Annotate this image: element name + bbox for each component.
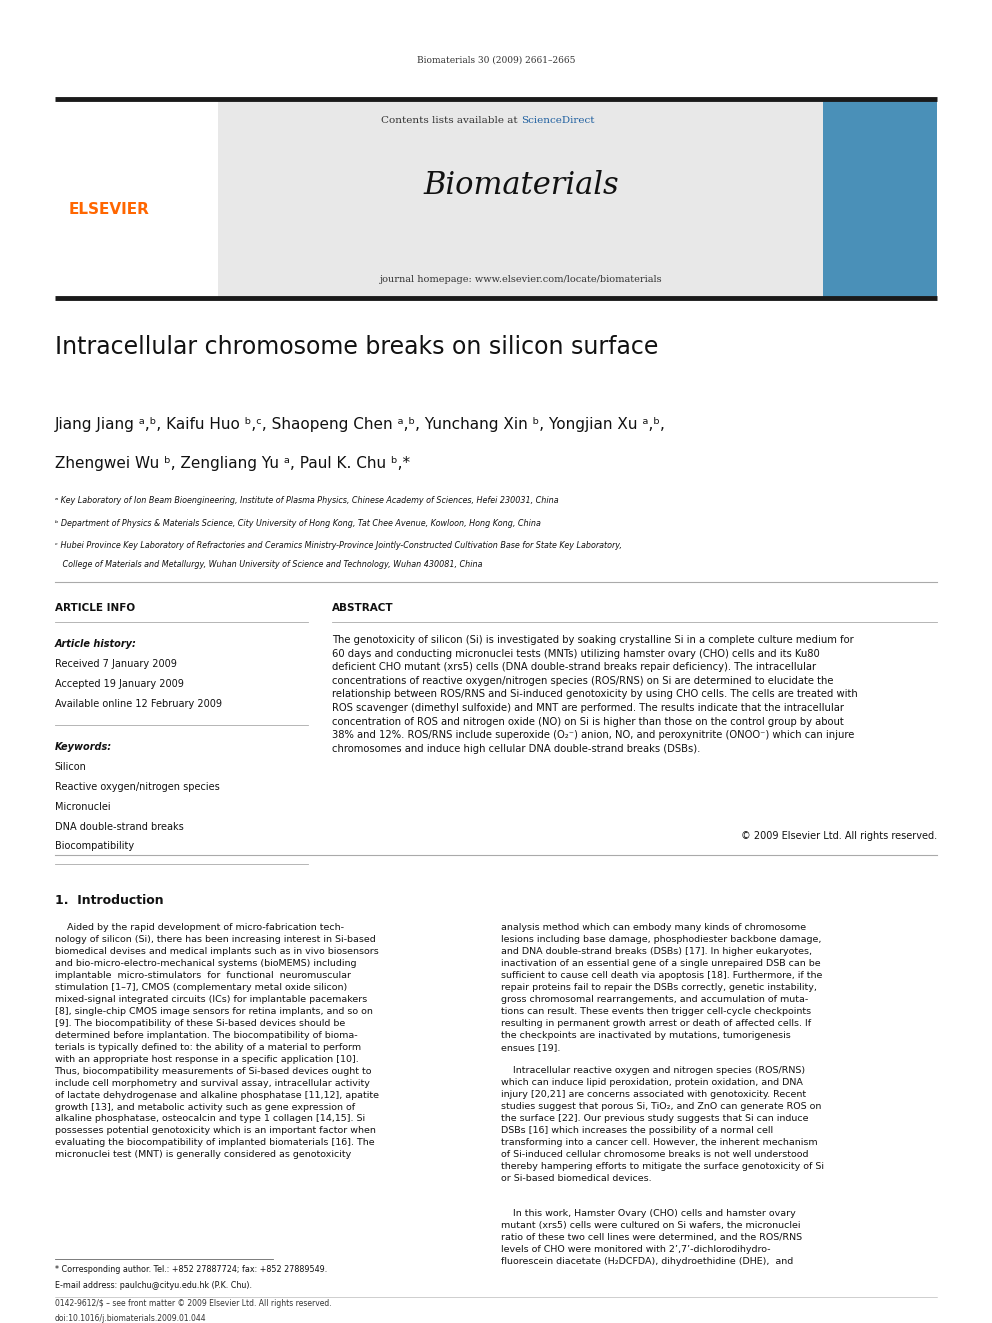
Text: doi:10.1016/j.biomaterials.2009.01.044: doi:10.1016/j.biomaterials.2009.01.044	[55, 1314, 206, 1323]
Text: Biocompatibility: Biocompatibility	[55, 841, 134, 852]
Text: Aided by the rapid development of micro-fabrication tech-
nology of silicon (Si): Aided by the rapid development of micro-…	[55, 923, 379, 1159]
Text: Zhengwei Wu ᵇ, Zengliang Yu ᵃ, Paul K. Chu ᵇ,*: Zhengwei Wu ᵇ, Zengliang Yu ᵃ, Paul K. C…	[55, 456, 410, 471]
Text: Reactive oxygen/nitrogen species: Reactive oxygen/nitrogen species	[55, 782, 219, 792]
FancyBboxPatch shape	[823, 99, 937, 298]
Text: Received 7 January 2009: Received 7 January 2009	[55, 659, 177, 669]
Text: Keywords:: Keywords:	[55, 742, 112, 753]
Text: E-mail address: paulchu@cityu.edu.hk (P.K. Chu).: E-mail address: paulchu@cityu.edu.hk (P.…	[55, 1281, 252, 1290]
Text: ᵇ Department of Physics & Materials Science, City University of Hong Kong, Tat C: ᵇ Department of Physics & Materials Scie…	[55, 519, 541, 528]
Text: Article history:: Article history:	[55, 639, 137, 650]
Text: ᶜ Hubei Province Key Laboratory of Refractories and Ceramics Ministry-Province J: ᶜ Hubei Province Key Laboratory of Refra…	[55, 541, 621, 550]
Text: journal homepage: www.elsevier.com/locate/biomaterials: journal homepage: www.elsevier.com/locat…	[380, 275, 662, 284]
Text: ARTICLE INFO: ARTICLE INFO	[55, 603, 135, 614]
Text: ScienceDirect: ScienceDirect	[521, 116, 594, 126]
Text: The genotoxicity of silicon (Si) is investigated by soaking crystalline Si in a : The genotoxicity of silicon (Si) is inve…	[332, 635, 858, 754]
Text: Micronuclei: Micronuclei	[55, 802, 110, 812]
Text: Accepted 19 January 2009: Accepted 19 January 2009	[55, 679, 184, 689]
Text: In this work, Hamster Ovary (CHO) cells and hamster ovary
mutant (xrs5) cells we: In this work, Hamster Ovary (CHO) cells …	[501, 1209, 803, 1266]
FancyBboxPatch shape	[218, 99, 823, 298]
Text: Jiang Jiang ᵃ,ᵇ, Kaifu Huo ᵇ,ᶜ, Shaopeng Chen ᵃ,ᵇ, Yunchang Xin ᵇ, Yongjian Xu ᵃ: Jiang Jiang ᵃ,ᵇ, Kaifu Huo ᵇ,ᶜ, Shaopeng…	[55, 417, 666, 431]
Text: Intracellular chromosome breaks on silicon surface: Intracellular chromosome breaks on silic…	[55, 335, 658, 359]
Text: © 2009 Elsevier Ltd. All rights reserved.: © 2009 Elsevier Ltd. All rights reserved…	[741, 831, 937, 841]
Text: Biomaterials: Biomaterials	[423, 169, 619, 201]
Text: Contents lists available at: Contents lists available at	[381, 116, 521, 126]
Text: ᵃ Key Laboratory of Ion Beam Bioengineering, Institute of Plasma Physics, Chines: ᵃ Key Laboratory of Ion Beam Bioengineer…	[55, 496, 558, 505]
Text: Available online 12 February 2009: Available online 12 February 2009	[55, 699, 221, 709]
Text: * Corresponding author. Tel.: +852 27887724; fax: +852 27889549.: * Corresponding author. Tel.: +852 27887…	[55, 1265, 326, 1274]
Text: College of Materials and Metallurgy, Wuhan University of Science and Technology,: College of Materials and Metallurgy, Wuh…	[55, 560, 482, 569]
Text: Intracellular reactive oxygen and nitrogen species (ROS/RNS)
which can induce li: Intracellular reactive oxygen and nitrog…	[501, 1066, 824, 1183]
Text: analysis method which can embody many kinds of chromosome
lesions including base: analysis method which can embody many ki…	[501, 923, 822, 1052]
Text: DNA double-strand breaks: DNA double-strand breaks	[55, 822, 184, 832]
Text: ABSTRACT: ABSTRACT	[332, 603, 394, 614]
Text: Silicon: Silicon	[55, 762, 86, 773]
Text: 0142-9612/$ – see front matter © 2009 Elsevier Ltd. All rights reserved.: 0142-9612/$ – see front matter © 2009 El…	[55, 1299, 331, 1308]
Text: Biomaterials 30 (2009) 2661–2665: Biomaterials 30 (2009) 2661–2665	[417, 56, 575, 65]
Text: ELSEVIER: ELSEVIER	[68, 201, 150, 217]
Text: 1.  Introduction: 1. Introduction	[55, 894, 164, 908]
